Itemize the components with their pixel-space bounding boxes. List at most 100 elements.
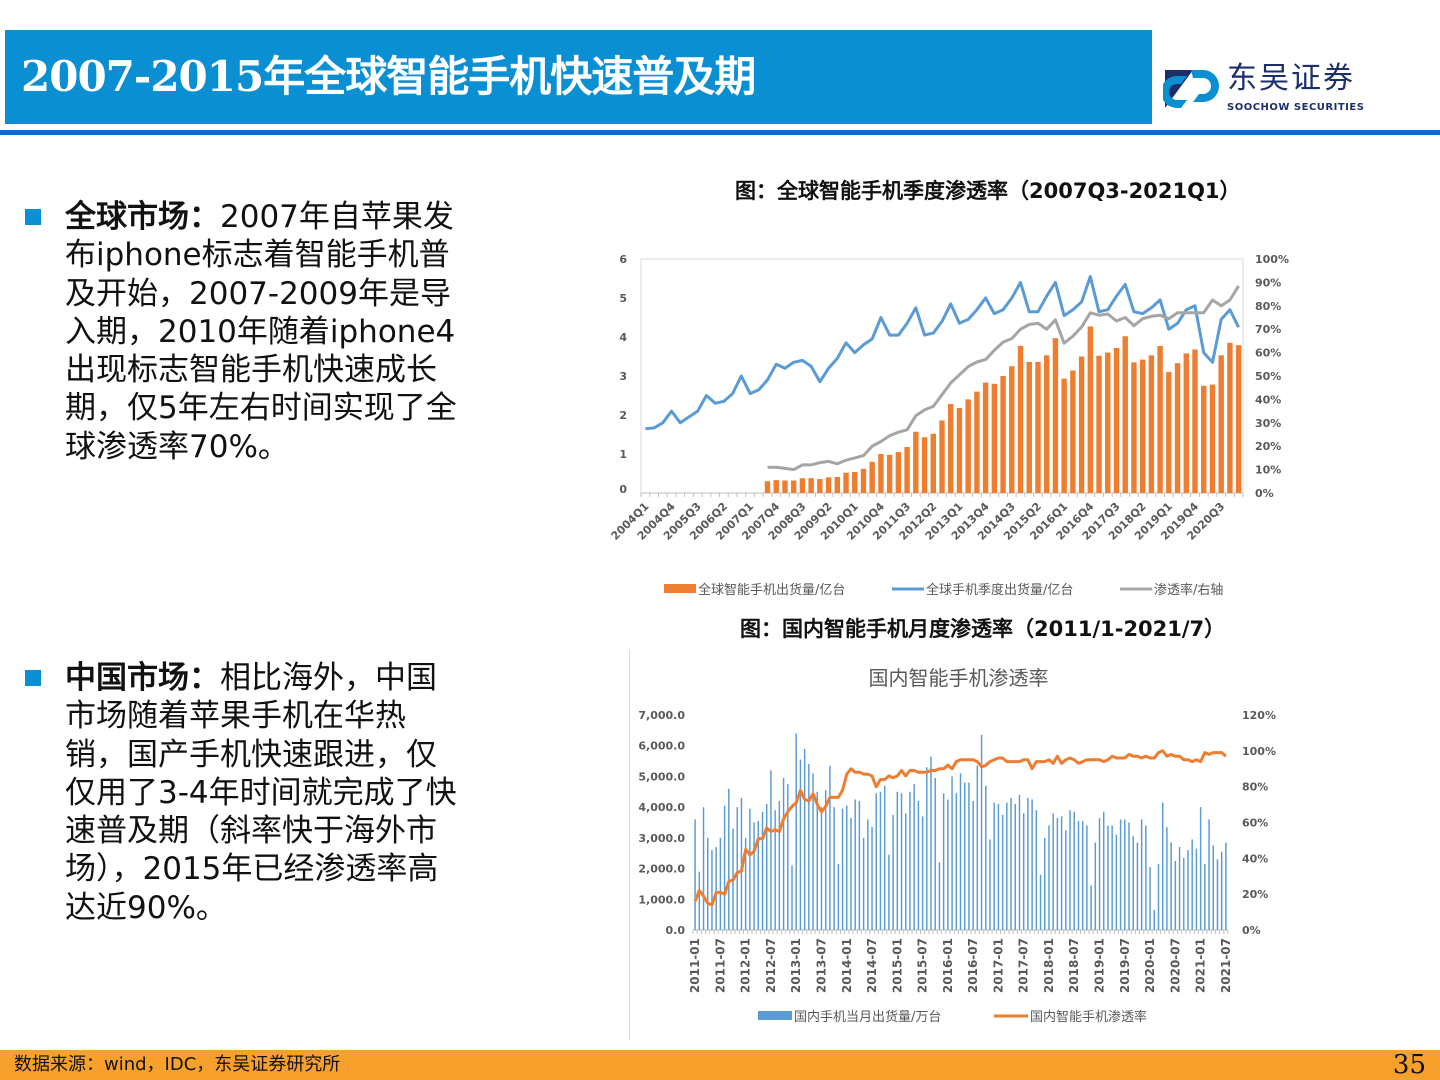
y-left-tick-label: 2,000.0 <box>638 863 685 876</box>
bar <box>715 847 717 930</box>
bar <box>829 765 831 930</box>
global-smartphone-chart: 01234560%10%20%30%40%50%60%70%80%90%100%… <box>609 253 1289 598</box>
bar <box>1111 825 1113 930</box>
bar <box>1035 361 1041 493</box>
bar <box>1132 836 1134 930</box>
bar <box>1043 355 1050 493</box>
bar <box>951 776 953 930</box>
bar <box>1102 811 1105 930</box>
bar <box>982 382 989 493</box>
y-left-tick-label: 4 <box>619 331 627 344</box>
y-right-tick-label: 0% <box>1255 487 1274 500</box>
bar <box>972 801 974 930</box>
bar <box>900 793 903 930</box>
caption-bottom-chart: 图：国内智能手机月度渗透率（2011/1-2021/7） <box>740 617 1226 641</box>
bar <box>1174 363 1181 493</box>
bar <box>1139 359 1146 493</box>
bar <box>1191 839 1193 930</box>
bar <box>985 785 987 930</box>
bar <box>1136 842 1139 930</box>
bar <box>1105 352 1111 493</box>
page-title: 2007-2015年全球智能手机快速普及期 <box>21 52 756 101</box>
x-tick-label: 2019-07 <box>1118 938 1132 993</box>
bar <box>1235 345 1242 493</box>
bar <box>1218 355 1224 493</box>
y-right-tick-label: 80% <box>1255 300 1281 313</box>
bar <box>1060 816 1063 930</box>
bar <box>791 865 793 930</box>
series-line <box>693 749 1227 907</box>
bar <box>955 793 958 930</box>
bar <box>895 452 902 493</box>
bar <box>761 811 764 930</box>
x-tick-label: 2017-07 <box>1017 938 1031 993</box>
bar <box>1098 817 1101 930</box>
bar <box>1166 372 1172 493</box>
x-tick-label: 2014-01 <box>840 938 854 993</box>
bar <box>1212 845 1214 930</box>
bar <box>787 784 789 930</box>
bar <box>1048 825 1050 930</box>
y-left-tick-label: 5 <box>619 292 627 305</box>
bullet-lead: 中国市场： <box>65 660 220 696</box>
bar <box>1026 361 1032 493</box>
y-left-tick-label: 6,000.0 <box>638 740 685 753</box>
bar <box>1107 825 1109 930</box>
y-right-tick-label: 90% <box>1255 276 1281 289</box>
y-right-tick-label: 60% <box>1255 347 1281 360</box>
bar <box>1031 799 1033 930</box>
bar <box>1096 355 1102 493</box>
bar <box>1128 822 1130 930</box>
bar <box>757 820 760 930</box>
x-tick-label: 2018-07 <box>1067 938 1081 993</box>
bar <box>959 773 962 930</box>
bar <box>773 480 779 493</box>
bar <box>930 433 936 493</box>
bar <box>1220 851 1223 930</box>
bar <box>850 817 852 930</box>
y-right-tick-label: 20% <box>1242 888 1268 901</box>
bar <box>1113 347 1120 493</box>
x-tick-label: 2018-01 <box>1042 938 1056 993</box>
bar <box>753 822 755 930</box>
bar <box>694 819 696 930</box>
bar <box>749 808 751 930</box>
bar <box>1078 356 1085 493</box>
legend-swatch <box>758 1011 792 1020</box>
bar <box>846 805 848 930</box>
bar <box>736 807 738 930</box>
bar <box>1145 825 1147 930</box>
bar <box>1052 813 1054 930</box>
bullet-square-icon <box>25 209 41 225</box>
bar <box>1157 863 1160 930</box>
bar <box>799 478 806 493</box>
bar <box>1081 820 1084 930</box>
bar <box>770 770 772 930</box>
y-left-tick-label: 2 <box>619 409 627 422</box>
bar <box>1187 850 1189 930</box>
china-smartphone-chart: 国内智能手机渗透率 0.0 1,000.0 2,000.0 3,000.0 4,000.0… <box>638 666 1276 1025</box>
bar <box>1017 345 1024 493</box>
bar <box>1069 810 1071 930</box>
bar <box>1122 336 1128 493</box>
footer-bar: 数据来源：wind，IDC，东吴证券研究所 35 <box>0 1050 1440 1080</box>
y-right-tick-label: 20% <box>1255 440 1281 453</box>
y-right-tick-label: 40% <box>1255 393 1281 406</box>
bar <box>938 862 941 930</box>
bar <box>707 837 709 930</box>
data-source: 数据来源：wind，IDC，东吴证券研究所 <box>14 1054 341 1075</box>
series-line <box>767 285 1240 472</box>
bar <box>886 454 893 493</box>
y-right-tick-label: 30% <box>1255 417 1281 430</box>
bar <box>702 807 705 930</box>
soochow-logo-icon <box>1163 70 1219 108</box>
x-tick-label: 2011-01 <box>688 938 702 993</box>
y-left-tick-label: 0.0 <box>666 924 686 937</box>
y-right-tick-label: 0% <box>1242 924 1261 937</box>
bar <box>1087 326 1094 493</box>
logo-text-cn: 东吴证券 <box>1227 61 1355 96</box>
bar <box>1027 797 1029 930</box>
bar <box>974 391 980 493</box>
bar <box>942 793 945 930</box>
bar <box>879 791 882 930</box>
